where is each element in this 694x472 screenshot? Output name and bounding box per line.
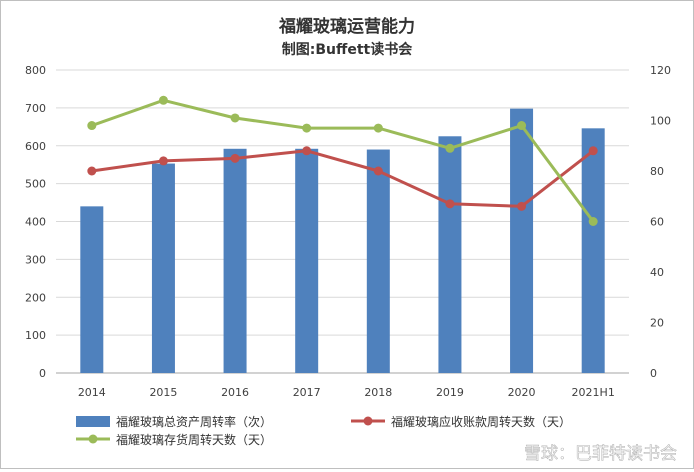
series-line	[91, 149, 595, 208]
left-axis-tick-label: 500	[25, 178, 46, 191]
data-point	[517, 121, 527, 131]
watermark: 雪球：巴菲特读书会	[524, 444, 677, 464]
right-axis-tick-label: 100	[650, 115, 671, 128]
right-axis-tick-label: 20	[650, 317, 664, 330]
x-axis-ticks: 2014 2015 2016 2017 2018 2019 2020 2021H1	[78, 386, 615, 399]
left-axis-ticks: 0 100 200 300 400 500 600 700 800	[25, 64, 46, 380]
data-point	[87, 166, 97, 176]
legend-label-asset-turnover: 福耀玻璃总资产周转率（次）	[116, 414, 272, 429]
data-point	[517, 201, 527, 211]
x-axis-tick-label: 2020	[508, 386, 536, 399]
chart-subtitle: 制图:Buffett读书会	[282, 41, 413, 58]
data-point	[230, 153, 240, 163]
x-axis-tick-label: 2018	[364, 386, 392, 399]
legend: 福耀玻璃总资产周转率（次） 福耀玻璃应收账款周转天数（天） 福耀玻璃存货周转天数…	[76, 414, 571, 447]
data-point	[373, 123, 383, 133]
right-axis-tick-label: 120	[650, 64, 671, 77]
bar	[581, 128, 605, 373]
x-axis-tick-label: 2014	[78, 386, 106, 399]
bar	[295, 148, 319, 373]
data-point	[302, 146, 312, 156]
series-line	[91, 98, 595, 223]
x-axis-tick-label: 2017	[293, 386, 321, 399]
legend-swatch-asset-turnover	[76, 416, 110, 427]
x-axis-tick-label: 2016	[221, 386, 249, 399]
left-axis-tick-label: 800	[25, 64, 46, 77]
line-series	[87, 95, 598, 226]
bar	[151, 163, 175, 373]
data-point	[445, 199, 455, 209]
left-axis-tick-label: 200	[25, 291, 46, 304]
bar-series	[80, 108, 605, 373]
data-point	[445, 143, 455, 153]
left-axis-tick-label: 300	[25, 253, 46, 266]
bar	[80, 206, 104, 373]
right-axis-tick-label: 0	[650, 367, 657, 380]
bar	[438, 136, 462, 373]
right-axis-ticks: 0 20 40 60 80 100 120	[650, 64, 671, 380]
data-point	[588, 146, 598, 156]
legend-marker-inventory-days	[88, 434, 98, 444]
gridlines	[56, 69, 629, 374]
data-point	[373, 166, 383, 176]
legend-label-receivable-days: 福耀玻璃应收账款周转天数（天）	[391, 414, 571, 429]
left-axis-tick-label: 400	[25, 216, 46, 229]
data-point	[302, 123, 312, 133]
x-axis-tick-label: 2019	[436, 386, 464, 399]
right-axis-tick-label: 80	[650, 165, 664, 178]
left-axis-tick-label: 700	[25, 102, 46, 115]
bar	[510, 108, 534, 373]
data-point	[588, 217, 598, 226]
data-point	[158, 156, 168, 166]
data-point	[87, 121, 97, 131]
x-axis-tick-label: 2015	[149, 386, 177, 399]
bar	[366, 149, 390, 373]
left-axis-tick-label: 600	[25, 140, 46, 153]
legend-marker-receivable-days	[363, 416, 373, 426]
bar	[223, 148, 247, 373]
data-point	[230, 113, 240, 123]
left-axis-tick-label: 0	[39, 367, 46, 380]
x-axis-tick-label: 2021H1	[572, 386, 615, 399]
chart-title: 福耀玻璃运营能力	[278, 16, 415, 37]
right-axis-tick-label: 60	[650, 216, 664, 229]
right-axis-tick-label: 40	[650, 266, 664, 279]
left-axis-tick-label: 100	[25, 329, 46, 342]
data-point	[158, 95, 168, 105]
legend-label-inventory-days: 福耀玻璃存货周转天数（天）	[116, 432, 272, 447]
